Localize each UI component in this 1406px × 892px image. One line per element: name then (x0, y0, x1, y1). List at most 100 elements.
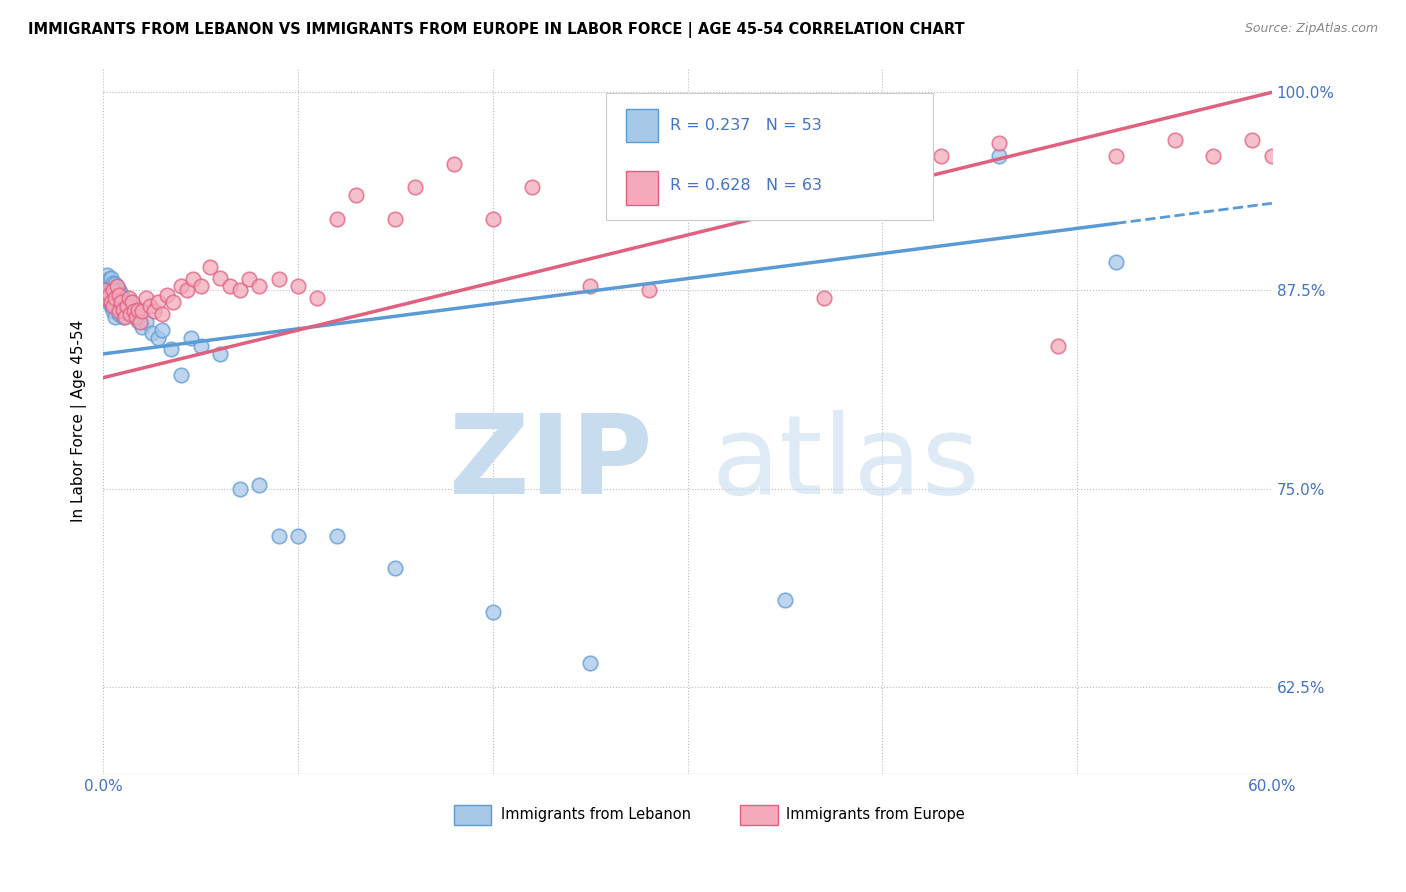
Point (180, 331, 202, 345)
Point (190, 339, 212, 353)
Point (384, 561, 406, 575)
Point (104, 292, 127, 306)
Point (209, 270, 232, 285)
FancyBboxPatch shape (626, 109, 658, 143)
Point (696, 156, 718, 170)
Point (100, 270, 122, 285)
Point (170, 278, 193, 293)
Point (101, 304, 124, 318)
Point (326, 212, 349, 227)
Text: atlas: atlas (711, 410, 980, 517)
Point (101, 284, 124, 298)
Point (120, 307, 142, 321)
Point (872, 152, 894, 166)
Point (131, 320, 153, 334)
Point (124, 304, 146, 318)
Point (1105, 255, 1128, 269)
Point (135, 315, 157, 329)
Point (117, 292, 139, 306)
FancyBboxPatch shape (454, 805, 491, 825)
Point (111, 302, 134, 317)
Point (101, 276, 124, 290)
Point (287, 529, 309, 543)
Point (107, 304, 129, 318)
Point (114, 294, 136, 309)
Text: IMMIGRANTS FROM LEBANON VS IMMIGRANTS FROM EUROPE IN LABOR FORCE | AGE 45-54 COR: IMMIGRANTS FROM LEBANON VS IMMIGRANTS FR… (28, 22, 965, 38)
Point (481, 212, 503, 227)
Point (218, 278, 240, 293)
FancyBboxPatch shape (740, 805, 778, 825)
Point (135, 292, 157, 306)
FancyBboxPatch shape (626, 171, 658, 204)
Point (107, 284, 129, 298)
Point (104, 277, 127, 292)
Point (520, 180, 543, 194)
Point (146, 294, 169, 309)
Point (100, 299, 122, 313)
Point (988, 136, 1011, 150)
Point (162, 294, 184, 309)
Point (637, 284, 659, 298)
Point (110, 294, 132, 309)
Text: R = 0.628   N = 63: R = 0.628 N = 63 (671, 178, 823, 193)
Point (988, 149, 1011, 163)
Text: Immigrants from Europe: Immigrants from Europe (786, 807, 965, 822)
Y-axis label: In Labor Force | Age 45-54: In Labor Force | Age 45-54 (72, 320, 87, 523)
Point (228, 284, 250, 298)
Point (1163, 133, 1185, 147)
Point (139, 299, 162, 313)
Point (98, 288, 121, 302)
Point (160, 342, 183, 356)
Point (404, 180, 426, 194)
Point (190, 278, 212, 293)
Point (142, 304, 165, 318)
Point (96, 292, 118, 306)
Text: Source: ZipAtlas.com: Source: ZipAtlas.com (1244, 22, 1378, 36)
Point (104, 292, 127, 306)
Text: ZIP: ZIP (449, 410, 652, 517)
Point (146, 331, 169, 345)
Point (754, 145, 776, 160)
Point (579, 278, 602, 293)
Point (384, 212, 406, 227)
Point (773, 592, 796, 607)
Point (117, 304, 139, 318)
Point (104, 310, 127, 325)
Point (443, 156, 465, 170)
Point (481, 605, 503, 619)
Point (247, 478, 270, 492)
Point (100, 284, 122, 298)
Point (94, 276, 117, 290)
Point (107, 288, 129, 302)
Point (141, 326, 163, 341)
Point (287, 278, 309, 293)
Point (105, 298, 128, 312)
Point (228, 482, 250, 496)
Point (114, 310, 136, 325)
Point (115, 299, 138, 313)
Point (346, 188, 368, 202)
Point (131, 304, 153, 318)
Point (267, 529, 290, 543)
Point (121, 307, 143, 321)
Point (579, 656, 602, 670)
Point (111, 292, 134, 306)
Point (929, 149, 952, 163)
Point (127, 302, 149, 317)
Point (101, 299, 124, 313)
Point (267, 272, 290, 286)
Point (96, 268, 118, 282)
Point (124, 302, 146, 317)
Point (129, 315, 152, 329)
Point (107, 307, 129, 321)
FancyBboxPatch shape (606, 93, 934, 220)
Point (170, 368, 193, 382)
Point (100, 294, 122, 309)
Point (98, 272, 121, 286)
Point (1105, 149, 1128, 163)
Point (94, 284, 117, 298)
Point (110, 302, 132, 317)
Point (96, 292, 118, 306)
Point (105, 280, 128, 294)
Point (96, 278, 118, 293)
